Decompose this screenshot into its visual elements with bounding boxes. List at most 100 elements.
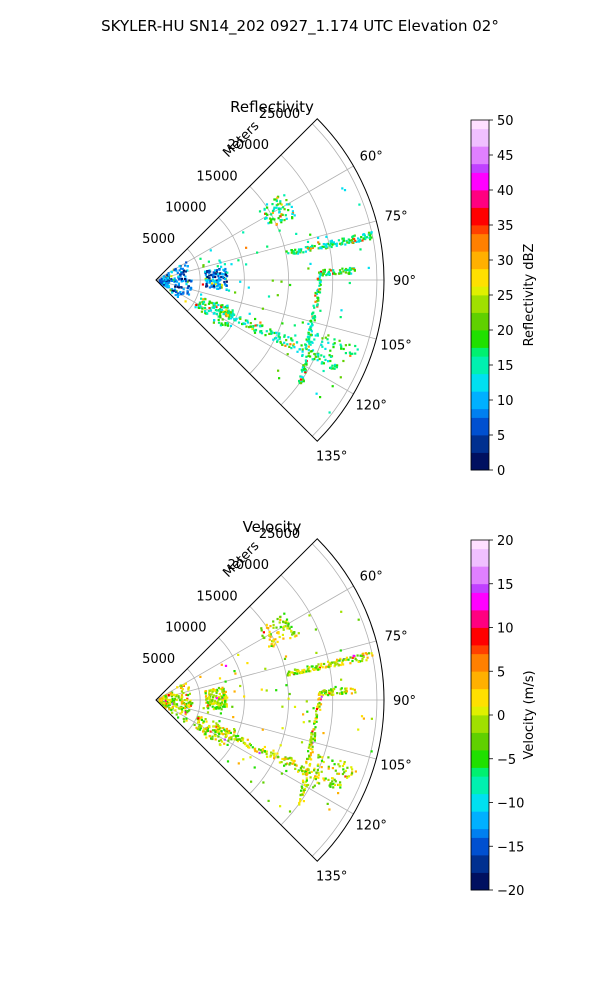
data-point xyxy=(229,313,232,316)
data-point xyxy=(348,343,351,346)
data-point xyxy=(341,187,344,190)
data-point xyxy=(212,312,215,315)
data-point xyxy=(178,269,181,272)
data-point xyxy=(226,743,229,746)
data-point xyxy=(158,279,161,282)
data-point xyxy=(224,324,227,327)
data-point xyxy=(300,382,303,385)
data-point xyxy=(332,782,335,785)
data-point xyxy=(318,357,321,361)
data-point xyxy=(185,702,188,705)
data-point xyxy=(217,280,220,283)
data-point xyxy=(250,780,253,783)
data-point xyxy=(168,708,171,711)
data-point xyxy=(318,705,321,708)
data-point xyxy=(304,343,307,346)
data-point xyxy=(338,269,342,272)
data-point xyxy=(175,280,179,283)
data-point xyxy=(279,207,282,210)
data-point xyxy=(286,343,289,346)
data-point xyxy=(319,703,323,706)
data-point xyxy=(221,690,224,693)
data-point xyxy=(348,268,351,271)
data-point xyxy=(177,696,180,699)
data-point xyxy=(306,710,309,713)
data-point xyxy=(226,274,229,278)
data-point xyxy=(180,277,183,280)
data-point xyxy=(337,763,340,766)
data-point xyxy=(181,688,184,691)
data-point xyxy=(273,752,276,755)
data-point xyxy=(164,695,167,698)
data-point xyxy=(355,659,358,662)
colorbar-segment xyxy=(471,435,489,445)
range-tick-label: 15000 xyxy=(196,169,237,184)
data-point xyxy=(313,317,316,320)
data-point xyxy=(308,745,311,748)
data-point xyxy=(344,243,347,246)
data-point xyxy=(315,715,318,718)
data-point xyxy=(260,330,263,333)
data-point xyxy=(344,344,347,347)
data-point xyxy=(313,245,316,248)
data-point xyxy=(327,660,330,663)
data-point xyxy=(300,789,303,792)
data-point xyxy=(261,324,264,327)
data-point xyxy=(205,698,208,701)
data-point xyxy=(253,331,257,334)
data-point xyxy=(293,324,296,327)
data-point xyxy=(212,694,215,697)
data-point xyxy=(318,701,321,705)
data-point xyxy=(297,632,300,635)
data-point xyxy=(212,720,215,723)
data-point xyxy=(231,309,234,312)
data-point xyxy=(333,783,336,786)
data-point xyxy=(205,282,208,285)
data-point xyxy=(288,810,292,813)
data-point xyxy=(202,265,205,268)
data-point xyxy=(180,705,183,708)
data-point xyxy=(161,278,165,281)
data-point xyxy=(215,285,218,288)
data-point xyxy=(184,709,187,712)
data-point xyxy=(199,717,202,720)
colorbar-label: Velocity (m/s) xyxy=(522,670,537,759)
data-point xyxy=(279,215,282,218)
data-point xyxy=(302,766,305,769)
data-point xyxy=(286,621,289,624)
angle-tick-label: 75° xyxy=(385,630,408,645)
data-point xyxy=(370,236,373,239)
data-point xyxy=(254,328,258,332)
data-point xyxy=(315,665,318,668)
data-point xyxy=(233,731,236,734)
data-point xyxy=(219,312,222,315)
data-point xyxy=(279,200,282,203)
colorbar-segment xyxy=(471,610,489,620)
data-point xyxy=(344,775,347,778)
data-point xyxy=(186,697,189,700)
data-point xyxy=(179,267,182,270)
data-point xyxy=(239,317,242,320)
data-point xyxy=(325,244,328,247)
data-point xyxy=(206,271,209,274)
colorbar-segment xyxy=(471,128,489,138)
colorbar-segment xyxy=(471,277,489,287)
data-point xyxy=(206,701,209,704)
colorbar-segment xyxy=(471,443,489,453)
data-point xyxy=(318,284,321,287)
data-point xyxy=(329,240,332,243)
data-point xyxy=(185,705,188,708)
data-point xyxy=(223,738,226,741)
data-point xyxy=(167,694,170,697)
data-point xyxy=(206,726,209,729)
data-point xyxy=(213,269,217,272)
data-point xyxy=(342,663,345,666)
colorbar-segment xyxy=(471,820,489,830)
data-point xyxy=(261,751,264,754)
data-point xyxy=(177,286,180,289)
data-point xyxy=(316,781,319,784)
data-point xyxy=(190,703,193,706)
data-point xyxy=(269,635,272,638)
data-point xyxy=(302,721,305,724)
colorbar-segment xyxy=(471,618,489,628)
